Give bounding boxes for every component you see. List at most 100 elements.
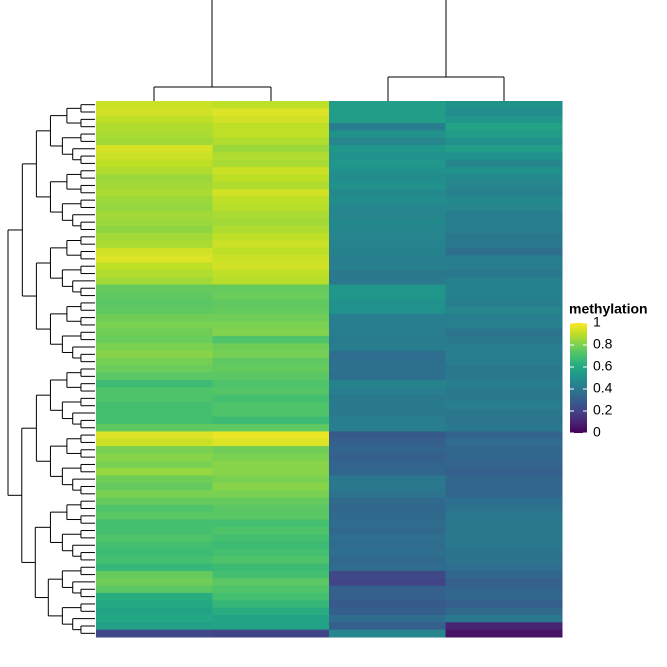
heatmap-cell bbox=[212, 196, 330, 205]
heatmap-cell bbox=[445, 137, 563, 146]
heatmap-cell bbox=[445, 526, 563, 535]
heatmap-cell bbox=[329, 394, 446, 403]
heatmap-cell bbox=[96, 321, 213, 330]
heatmap-cell bbox=[329, 277, 446, 286]
heatmap-cell bbox=[329, 475, 446, 484]
heatmap-cell bbox=[96, 387, 213, 396]
legend-tick-label: 1 bbox=[593, 314, 601, 330]
heatmap-cell bbox=[212, 424, 330, 432]
legend-tick-label: 0.2 bbox=[593, 402, 613, 418]
heatmap-cell bbox=[329, 365, 446, 374]
heatmap-cell bbox=[445, 424, 563, 432]
heatmap-cell bbox=[96, 137, 213, 146]
heatmap-cell bbox=[96, 402, 213, 410]
heatmap-cell bbox=[445, 145, 563, 153]
row-dendrogram bbox=[7, 104, 95, 634]
heatmap-cell bbox=[329, 196, 446, 205]
heatmap-cell bbox=[212, 291, 330, 300]
heatmap-cell bbox=[445, 490, 563, 498]
heatmap-cell bbox=[445, 152, 563, 161]
heatmap-cell bbox=[445, 475, 563, 484]
heatmap-cell bbox=[329, 357, 446, 366]
heatmap-cell bbox=[212, 431, 330, 440]
heatmap-cell bbox=[445, 130, 563, 139]
heatmap-cell bbox=[329, 600, 446, 609]
heatmap-cell bbox=[329, 570, 446, 579]
heatmap-cell bbox=[212, 490, 330, 498]
heatmap-cell bbox=[445, 357, 563, 366]
heatmap-cell bbox=[445, 343, 563, 352]
heatmap-cell bbox=[212, 174, 330, 183]
heatmap-cell bbox=[329, 453, 446, 462]
heatmap-cell bbox=[212, 306, 330, 315]
heatmap-cell bbox=[96, 174, 213, 183]
heatmap-cell bbox=[96, 247, 213, 256]
heatmap-cell bbox=[445, 196, 563, 205]
heatmap-cell bbox=[96, 614, 213, 623]
heatmap-cell bbox=[212, 600, 330, 609]
heatmap-cell bbox=[96, 534, 213, 543]
heatmap-cell bbox=[329, 468, 446, 476]
heatmap-cell bbox=[96, 446, 213, 454]
heatmap-cell bbox=[445, 519, 563, 528]
heatmap-cell bbox=[329, 284, 446, 293]
heatmap-cell bbox=[445, 394, 563, 403]
heatmap-cell bbox=[212, 211, 330, 219]
heatmap-cell bbox=[445, 534, 563, 543]
heatmap-cell bbox=[212, 534, 330, 543]
heatmap-cell bbox=[445, 218, 563, 227]
heatmap-cell bbox=[329, 181, 446, 190]
heatmap-cell bbox=[212, 556, 330, 565]
heatmap-cell bbox=[329, 548, 446, 557]
heatmap-cell bbox=[445, 240, 563, 249]
heatmap-cell bbox=[96, 277, 213, 286]
heatmap-cell bbox=[445, 460, 563, 469]
heatmap-cell bbox=[445, 123, 563, 131]
heatmap-cell bbox=[96, 490, 213, 498]
heatmap-cell bbox=[212, 313, 330, 322]
heatmap-cell bbox=[96, 556, 213, 565]
heatmap-cell bbox=[96, 255, 213, 264]
heatmap-cell bbox=[445, 438, 563, 447]
heatmap-cell bbox=[96, 299, 213, 308]
heatmap-cell bbox=[96, 372, 213, 381]
heatmap-cell bbox=[96, 512, 213, 521]
heatmap-cell bbox=[212, 416, 330, 425]
heatmap-cell bbox=[445, 115, 563, 124]
heatmap-cell bbox=[96, 203, 213, 212]
heatmap-cell bbox=[329, 306, 446, 315]
heatmap-cell bbox=[445, 541, 563, 550]
heatmap-cell bbox=[96, 123, 213, 131]
heatmap-cell bbox=[96, 629, 213, 638]
heatmap-cell bbox=[212, 497, 330, 506]
heatmap-cell bbox=[212, 240, 330, 249]
heatmap-cell bbox=[445, 291, 563, 300]
heatmap-cell bbox=[212, 402, 330, 410]
heatmap-cell bbox=[329, 409, 446, 418]
heatmap-cell bbox=[212, 453, 330, 462]
heatmap-cell bbox=[329, 519, 446, 528]
heatmap-cell bbox=[212, 108, 330, 117]
heatmap-cell bbox=[329, 343, 446, 352]
heatmap-cell bbox=[329, 556, 446, 565]
heatmap-cell bbox=[329, 446, 446, 454]
heatmap-cell bbox=[445, 629, 563, 638]
heatmap-cell bbox=[329, 424, 446, 432]
heatmap-cell bbox=[96, 394, 213, 403]
heatmap-cell bbox=[212, 255, 330, 264]
heatmap-cell bbox=[329, 482, 446, 491]
heatmap-cell bbox=[96, 189, 213, 197]
heatmap-cell bbox=[445, 585, 563, 594]
heatmap-cell bbox=[96, 416, 213, 425]
heatmap-cell bbox=[329, 211, 446, 219]
heatmap-cell bbox=[212, 394, 330, 403]
heatmap-cell bbox=[445, 167, 563, 175]
heatmap-cell bbox=[445, 387, 563, 396]
heatmap-cell bbox=[329, 335, 446, 344]
heatmap-cell bbox=[329, 203, 446, 212]
heatmap-cell bbox=[96, 563, 213, 572]
heatmap-cell bbox=[96, 240, 213, 249]
heatmap-cell bbox=[212, 218, 330, 227]
heatmap-cell bbox=[212, 614, 330, 623]
heatmap-cell bbox=[96, 159, 213, 168]
